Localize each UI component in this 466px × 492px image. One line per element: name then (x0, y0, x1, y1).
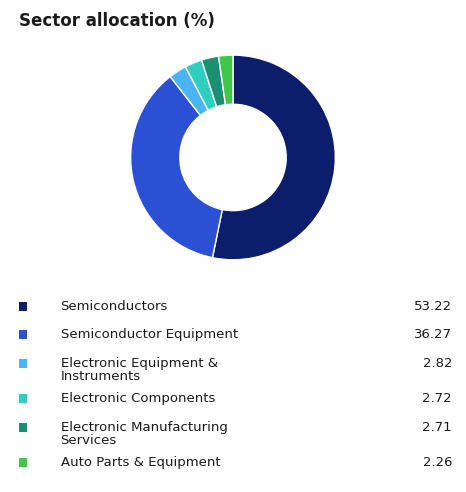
Text: 2.72: 2.72 (422, 392, 452, 405)
Wedge shape (212, 55, 336, 260)
Text: 53.22: 53.22 (414, 300, 452, 313)
Text: 2.26: 2.26 (423, 456, 452, 469)
Text: Semiconductors: Semiconductors (61, 300, 168, 313)
Text: Semiconductor Equipment: Semiconductor Equipment (61, 328, 238, 341)
Text: Electronic Manufacturing: Electronic Manufacturing (61, 421, 227, 434)
Text: Electronic Components: Electronic Components (61, 392, 215, 405)
Text: Services: Services (61, 434, 117, 447)
Text: Auto Parts & Equipment: Auto Parts & Equipment (61, 456, 220, 469)
Wedge shape (170, 67, 208, 116)
Wedge shape (130, 77, 222, 258)
Text: 2.82: 2.82 (423, 357, 452, 370)
Text: Sector allocation (%): Sector allocation (%) (19, 12, 214, 31)
Wedge shape (202, 56, 226, 107)
Text: 36.27: 36.27 (414, 328, 452, 341)
Text: Instruments: Instruments (61, 370, 141, 383)
Text: 2.71: 2.71 (422, 421, 452, 434)
Text: Electronic Equipment &: Electronic Equipment & (61, 357, 218, 370)
Wedge shape (219, 55, 233, 105)
Wedge shape (185, 60, 217, 110)
